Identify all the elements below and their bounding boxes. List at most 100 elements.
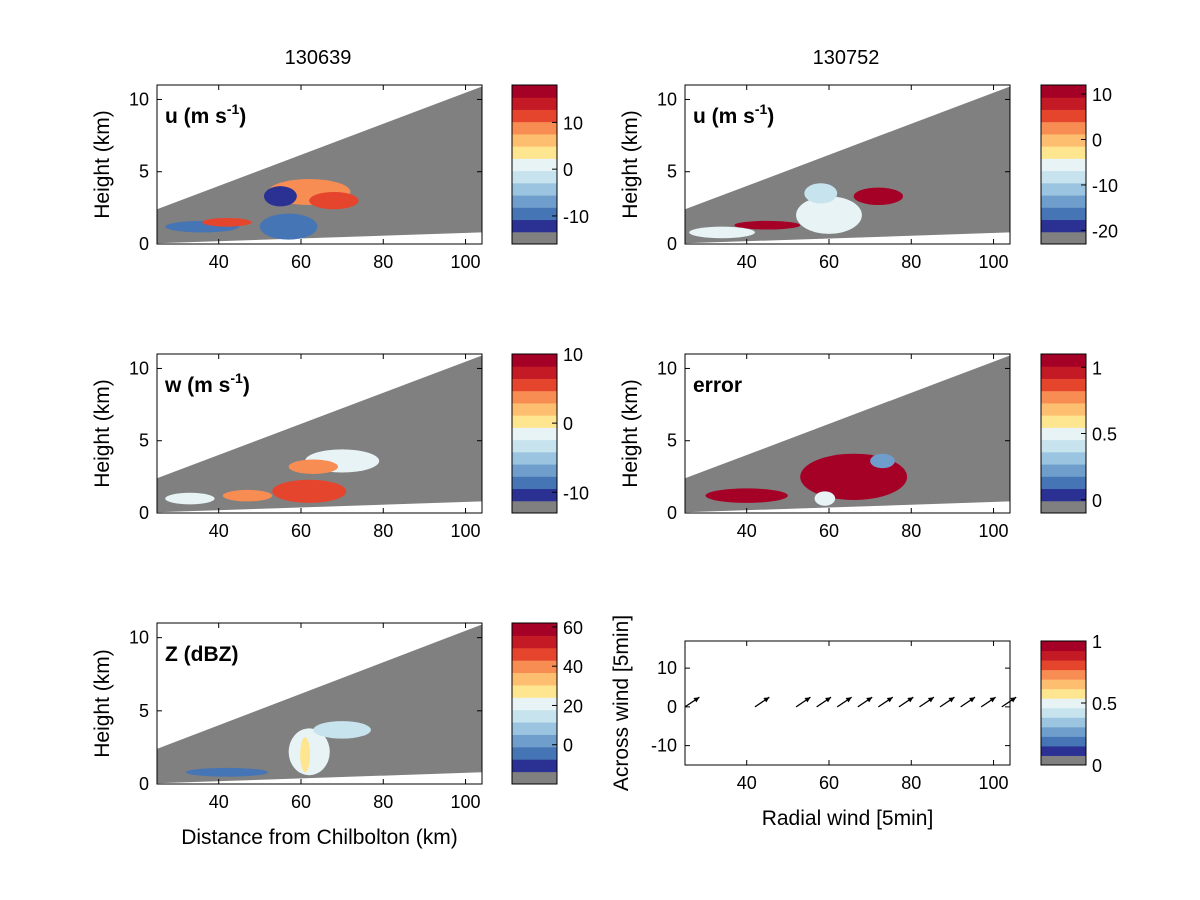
y-tick-label-0: 0: [139, 774, 149, 794]
colorbar-tick-label-1: 0.5: [1092, 694, 1117, 714]
data-region-4: [165, 492, 215, 505]
panel-err: 40 60 80 100 0 5 10 Height (km) error 1 0.5 0: [619, 353, 1117, 541]
y-tick-label-2: 10: [657, 89, 677, 109]
y-tick-label-0: -10: [651, 736, 677, 756]
data-region-3: [263, 186, 297, 207]
colorbar-band-10: [1041, 660, 1086, 671]
colorbar-tick-label-2: -10: [1092, 176, 1118, 196]
wind-arrowhead-0: [693, 697, 700, 703]
wind-arrowhead-7: [907, 697, 914, 703]
x-tick-label-2: 80: [901, 252, 921, 272]
data-region-1: [870, 453, 895, 469]
colorbar-band-1: [512, 219, 557, 233]
inset-label: w (m s-1): [164, 370, 250, 397]
colorbar-band-5: [1041, 707, 1086, 718]
y-axis-label: Height (km): [91, 649, 114, 758]
colorbar-band-4: [512, 451, 557, 465]
y-tick-label-1: 5: [667, 162, 677, 182]
colorbar-band-8: [1041, 402, 1086, 416]
column-title-right: 130752: [813, 47, 880, 69]
colorbar-band-2: [512, 207, 557, 221]
data-region-2: [300, 737, 311, 773]
y-tick-label-2: 10: [657, 358, 677, 378]
wind-arrowhead-3: [825, 697, 832, 703]
x-axis-label: Distance from Chilbolton (km): [181, 826, 458, 849]
x-tick-label-0: 40: [737, 252, 757, 272]
colorbar-tick-label-1: 0: [563, 414, 573, 434]
colorbar-band-2: [1041, 207, 1086, 221]
colorbar-tick-label-1: 0.5: [1092, 425, 1117, 445]
y-tick-label-1: 5: [139, 701, 149, 721]
x-tick-label-2: 80: [373, 792, 393, 812]
scan-sector: [685, 355, 1010, 513]
colorbar-frame: [511, 84, 558, 245]
colorbar-band-6: [512, 427, 557, 441]
x-tick-label-0: 40: [737, 773, 757, 793]
y-tick-label-2: 10: [129, 628, 149, 648]
data-region-3: [185, 767, 269, 777]
colorbar-tick-label-3: 0: [563, 736, 573, 756]
colorbar-tick-label-0: 1: [1092, 358, 1102, 378]
colorbar-band-9: [512, 660, 557, 674]
colorbar-tick-label-1: 0: [1092, 131, 1102, 151]
colorbar-band-3: [512, 195, 557, 208]
colorbar-frame: [511, 353, 558, 514]
colorbar-band-11: [1041, 97, 1086, 110]
axes-frame: [684, 84, 1011, 245]
inset-label: error: [693, 374, 742, 397]
colorbar-band-6: [1041, 158, 1086, 172]
wind-arrowhead-10: [969, 697, 976, 703]
axes-frame: [156, 353, 483, 514]
colorbar-band-1: [512, 759, 557, 773]
y-tick-label-2: 10: [129, 358, 149, 378]
x-tick-label-0: 40: [209, 792, 229, 812]
colorbar-tick-label-0: 1: [1092, 632, 1102, 652]
x-tick-label-0: 40: [209, 521, 229, 541]
x-tick-label-3: 100: [979, 252, 1009, 272]
data-region-2: [853, 187, 904, 205]
colorbar-band-12: [1041, 641, 1086, 652]
data-region-5: [202, 217, 252, 227]
colorbar-tick-label-2: 20: [563, 696, 583, 716]
data-region-3: [705, 488, 788, 503]
colorbar-band-12: [512, 623, 557, 636]
data-region-1: [804, 183, 838, 204]
colorbar-tick-label-0: 10: [563, 345, 583, 365]
colorbar-frame: [1040, 84, 1087, 245]
y-tick-label-2: 10: [129, 89, 149, 109]
colorbar-frame: [511, 622, 558, 785]
x-tick-label-1: 60: [291, 521, 311, 541]
colorbar-band-0: [512, 500, 557, 514]
data-region-1: [309, 191, 359, 210]
colorbar-tick-label-2: 0: [1092, 491, 1102, 511]
y-axis-label: Height (km): [619, 110, 642, 219]
colorbar-band-9: [512, 390, 557, 404]
data-region-1: [313, 721, 371, 739]
y-tick-label-1: 5: [139, 162, 149, 182]
panel-z: 40 60 80 100 0 5 10 Height (km) Distance from Ch…: [91, 618, 583, 849]
wind-arrowhead-8: [927, 697, 934, 703]
colorbar-band-12: [512, 85, 557, 98]
colorbar-band-10: [512, 378, 557, 392]
scan-sector: [157, 624, 482, 784]
colorbar-band-4: [1041, 717, 1086, 728]
y-axis-label: Height (km): [91, 379, 114, 488]
colorbar-band-9: [512, 121, 557, 135]
x-tick-label-0: 40: [209, 252, 229, 272]
y-tick-label-1: 0: [667, 697, 677, 717]
colorbar-band-12: [1041, 85, 1086, 98]
colorbar-band-10: [1041, 378, 1086, 392]
colorbar-tick-label-0: 60: [563, 618, 583, 638]
y-tick-label-1: 5: [667, 431, 677, 451]
x-tick-label-0: 40: [737, 521, 757, 541]
colorbar-band-7: [1041, 415, 1086, 428]
y-tick-label-1: 5: [139, 431, 149, 451]
x-tick-label-1: 60: [819, 252, 839, 272]
colorbar-band-10: [1041, 109, 1086, 123]
wind-arrowhead-11: [989, 697, 996, 703]
y-tick-label-0: 0: [667, 234, 677, 254]
